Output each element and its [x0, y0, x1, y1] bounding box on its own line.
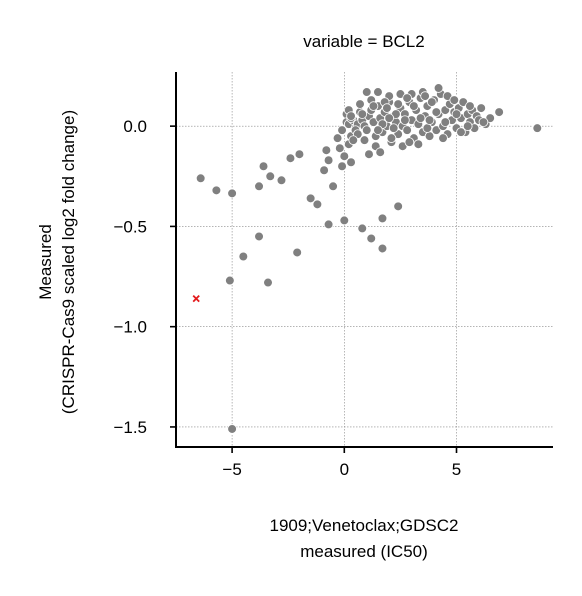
data-point [285, 153, 296, 164]
data-point [424, 115, 435, 125]
data-point [456, 127, 466, 137]
highlight-marker [192, 294, 200, 303]
axes [175, 72, 553, 448]
x-axis-ticks: −5 0 5 [222, 447, 461, 479]
data-point [451, 109, 462, 119]
highlight-point [192, 294, 200, 303]
data-point [462, 121, 473, 131]
data-point [305, 193, 316, 204]
data-point [409, 101, 419, 111]
data-point [373, 87, 383, 97]
data-point [276, 175, 287, 186]
data-point [388, 123, 399, 133]
gridlines [176, 72, 553, 447]
data-point [263, 277, 273, 288]
data-point [377, 213, 388, 224]
data-point [476, 103, 486, 113]
data-point [319, 165, 329, 176]
data-point [357, 223, 368, 234]
data-point [348, 135, 359, 145]
data-point [431, 107, 442, 117]
data-point [337, 161, 347, 172]
data-point [384, 113, 394, 123]
data-point [377, 243, 388, 254]
data-point [393, 99, 403, 109]
data-point [361, 125, 372, 135]
x-tick-label: 0 [340, 460, 349, 479]
data-point [332, 133, 343, 143]
data-point [254, 231, 264, 242]
data-point [328, 181, 338, 192]
data-point [375, 147, 386, 158]
data-point [494, 107, 504, 117]
y-axis-label-line1: Measured [36, 224, 55, 300]
data-point [402, 125, 412, 135]
data-point [359, 135, 370, 145]
y-tick-label: −1.0 [113, 318, 147, 337]
data-point [312, 199, 323, 210]
data-point [323, 155, 334, 166]
data-point [382, 103, 392, 113]
data-point [339, 151, 350, 162]
data-point [339, 215, 350, 226]
y-tick-label: −1.5 [113, 418, 147, 437]
data-point [532, 123, 543, 133]
data-point [227, 188, 237, 199]
x-tick-label: 5 [452, 460, 461, 479]
data-point [335, 143, 345, 154]
data-point [402, 93, 412, 103]
data-point [366, 233, 377, 244]
data-point [422, 123, 433, 133]
data-point [393, 201, 403, 212]
data-point [355, 99, 365, 109]
x-axis-label-line2: measured (IC50) [300, 542, 428, 561]
y-axis-label-line2: (CRISPR-Cas9 scaled log2 fold change) [59, 110, 78, 414]
data-point [357, 109, 368, 119]
data-point [404, 137, 415, 147]
data-point [227, 424, 237, 434]
y-axis-ticks: 0.0 −0.5 −1.0 −1.5 [113, 117, 176, 437]
data-point [195, 173, 206, 184]
data-point [238, 251, 249, 262]
data-point [478, 117, 489, 127]
data-point [292, 247, 302, 258]
data-point [346, 111, 356, 121]
data-point [415, 113, 426, 123]
data-point [413, 139, 424, 149]
x-axis-label-line1: 1909;Venetoclax;GDSC2 [269, 516, 458, 535]
data-point [337, 125, 347, 135]
data-point [321, 145, 332, 156]
data-point [258, 161, 269, 172]
data-point [433, 83, 444, 93]
data-point [361, 87, 372, 97]
data-point [400, 115, 410, 125]
y-tick-label: −0.5 [113, 217, 147, 236]
data-point [465, 101, 475, 111]
data-point [420, 91, 430, 101]
data-point [368, 101, 379, 111]
data-point [427, 97, 437, 107]
data-point [449, 95, 460, 105]
data-point [294, 149, 305, 160]
data-point [346, 157, 356, 168]
chart-title: variable = BCL2 [303, 32, 424, 51]
data-point [373, 125, 383, 135]
data-point [225, 275, 235, 286]
data-points [195, 83, 543, 434]
data-point [438, 133, 448, 143]
y-tick-label: 0.0 [123, 117, 147, 136]
data-point [386, 133, 397, 143]
data-point [440, 117, 451, 127]
data-point [211, 185, 222, 196]
data-point [254, 181, 264, 192]
data-point [265, 171, 276, 182]
x-tick-label: −5 [222, 460, 241, 479]
data-point [364, 149, 374, 160]
data-point [323, 219, 334, 230]
